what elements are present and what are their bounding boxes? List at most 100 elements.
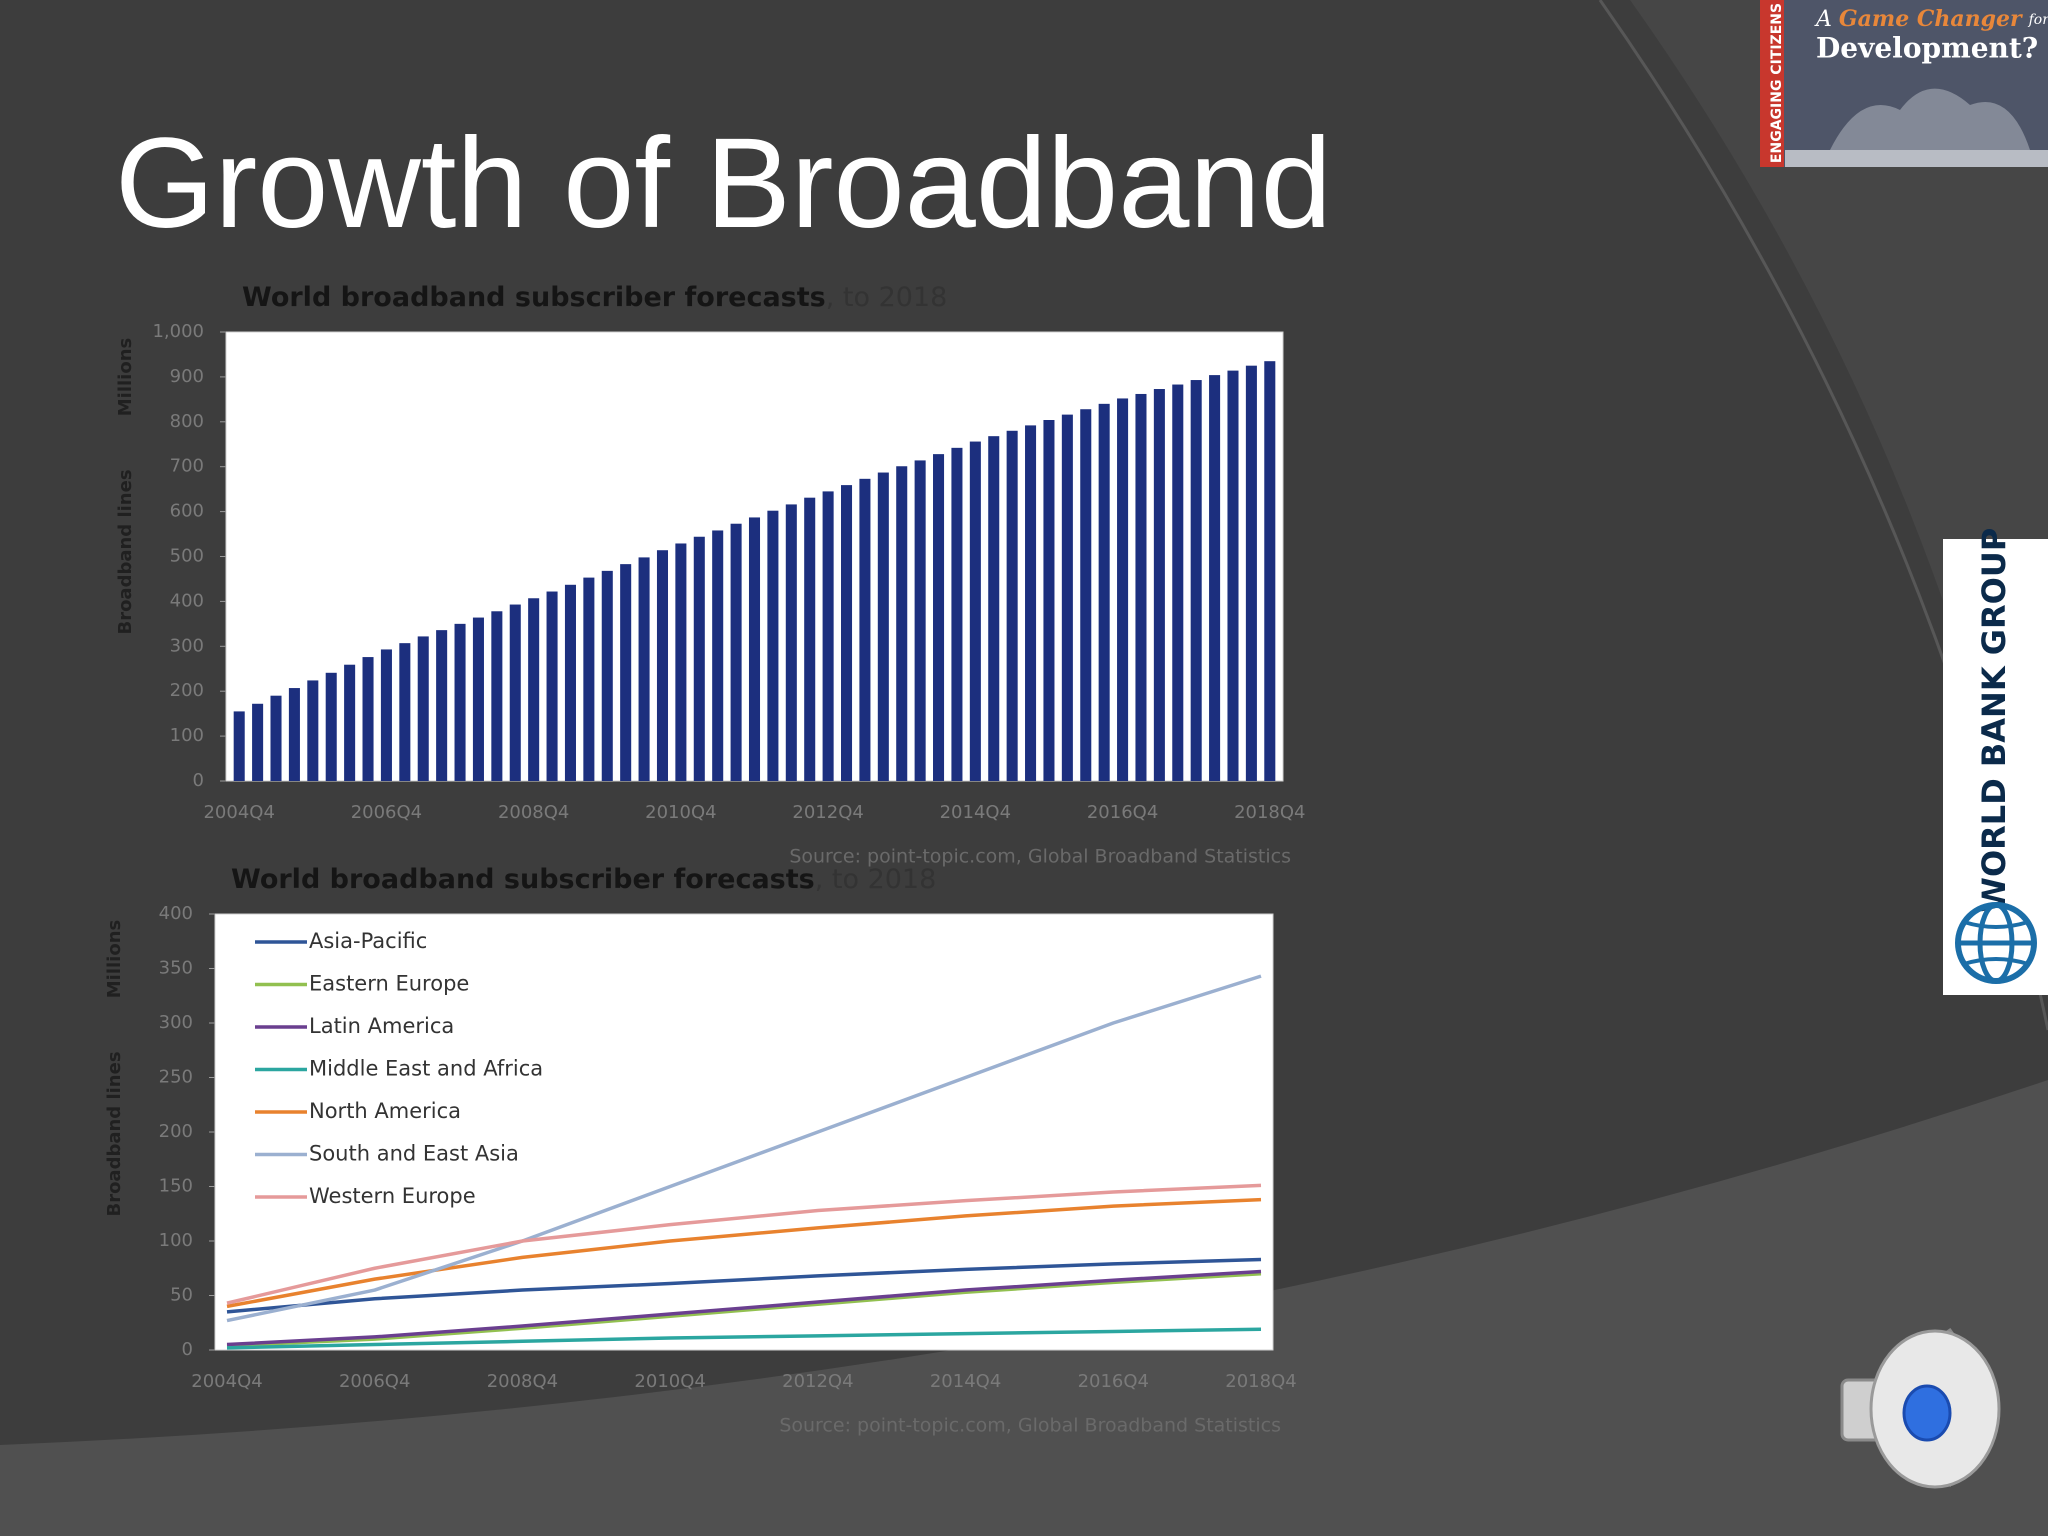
- y-tick-label: 300: [170, 635, 204, 656]
- x-tick-label: 2008Q4: [498, 802, 569, 823]
- x-tick-label: 2012Q4: [782, 1371, 853, 1392]
- x-tick-label: 2016Q4: [1078, 1371, 1149, 1392]
- y-tick-label: 100: [159, 1230, 193, 1251]
- y-tick-label: 0: [193, 770, 204, 791]
- x-tick-label: 2006Q4: [351, 802, 422, 823]
- bar: [785, 504, 797, 781]
- legend-label: Latin America: [309, 1014, 454, 1038]
- y-tick-label: 200: [159, 1121, 193, 1142]
- bar: [454, 623, 466, 781]
- background-arc: [1630, 0, 2048, 1000]
- bar: [399, 643, 411, 781]
- bar: [380, 649, 392, 781]
- logo-development: Development?: [1816, 32, 2038, 65]
- series-line: [226, 1197, 1262, 1309]
- bar: [1061, 414, 1073, 781]
- series-line: [226, 1271, 1262, 1348]
- y-unit-label: Millions: [104, 920, 125, 999]
- legend-label: South and East Asia: [309, 1142, 519, 1166]
- bar: [436, 630, 448, 781]
- y-tick-label: 700: [170, 456, 204, 477]
- y-tick-label: 250: [159, 1067, 193, 1088]
- x-tick-label: 2014Q4: [930, 1371, 1001, 1392]
- source: Source: point-topic.com, Global Broadban…: [789, 846, 1291, 868]
- bar: [748, 517, 761, 781]
- logo-side-text: ENGAGING CITIZENS: [1769, 3, 1785, 163]
- y-tick-label: 200: [170, 680, 204, 701]
- bar: [1264, 361, 1276, 781]
- bar: [656, 550, 669, 781]
- x-tick-label: 2004Q4: [203, 802, 274, 823]
- logo-a: A: [1814, 7, 1832, 32]
- x-tick-label: 2010Q4: [645, 802, 716, 823]
- y-tick-label: 800: [170, 411, 204, 432]
- series-line: [226, 1257, 1262, 1314]
- bar: [767, 510, 779, 781]
- x-tick-label: 2014Q4: [940, 802, 1011, 823]
- bar: [1172, 384, 1184, 781]
- x-tick-label: 2004Q4: [191, 1371, 262, 1392]
- bar: [1117, 398, 1129, 781]
- world-bank-logo: WORLD BANK GROUP: [1943, 528, 2048, 995]
- chart-title-suffix: , to 2018: [826, 282, 948, 313]
- bar: [822, 491, 834, 781]
- charts: World broadband subscriber forecasts, to…: [104, 282, 1306, 1437]
- logo-strip: [1760, 0, 1784, 167]
- bar: [528, 598, 540, 781]
- bar: [896, 466, 908, 781]
- globe-lines: [1963, 920, 2029, 966]
- bar: [730, 523, 742, 781]
- bar: [712, 530, 724, 781]
- bar: [344, 664, 356, 781]
- bar: [840, 485, 853, 781]
- y-tick-label: 400: [159, 903, 193, 924]
- world-bank-bg: [1943, 539, 2048, 995]
- bar: [804, 497, 816, 781]
- bar: [270, 695, 282, 781]
- bar: [509, 604, 521, 781]
- bar: [859, 478, 871, 781]
- speaker-dot: [1902, 1384, 1952, 1442]
- world-bank-text: WORLD BANK GROUP: [1975, 528, 2013, 913]
- bar: [933, 454, 945, 781]
- x-tick-label: 2018Q4: [1234, 802, 1305, 823]
- bar: [307, 680, 319, 781]
- x-tick-label: 2006Q4: [339, 1371, 410, 1392]
- bar: [675, 543, 687, 781]
- legend-label: North America: [309, 1099, 461, 1123]
- bar: [325, 672, 337, 781]
- bar: [491, 611, 503, 781]
- bar: [988, 436, 1000, 781]
- series-line: [226, 1327, 1262, 1350]
- series-line: [226, 974, 1262, 1323]
- logo-line1: A Game Changer for: [1814, 6, 2048, 32]
- logo-ground: [1785, 150, 2048, 167]
- x-tick-label: 2012Q4: [792, 802, 863, 823]
- speaker-icon[interactable]: [1840, 1327, 2001, 1489]
- y-tick-label: 400: [170, 590, 204, 611]
- legend-label: Asia-Pacific: [309, 929, 427, 953]
- y-tick-label: 150: [159, 1176, 193, 1197]
- series-line: [226, 1183, 1262, 1305]
- bar: [1080, 409, 1092, 781]
- bar: [288, 688, 300, 781]
- bar: [1006, 430, 1018, 781]
- bar: [638, 557, 650, 781]
- bar: [362, 657, 374, 781]
- chart-title: World broadband subscriber forecasts, to…: [242, 282, 947, 313]
- bar: [252, 703, 264, 781]
- series-line: [226, 1269, 1262, 1347]
- y-tick-label: 350: [159, 958, 193, 979]
- legend-label: Eastern Europe: [309, 972, 469, 996]
- bar: [1190, 380, 1202, 781]
- y-tick-label: 300: [159, 1012, 193, 1033]
- bar: [951, 447, 963, 781]
- chart-title-suffix: , to 2018: [815, 864, 937, 895]
- chart-title: World broadband subscriber forecasts, to…: [231, 864, 936, 895]
- y-tick-label: 500: [170, 546, 204, 567]
- legend-label: Western Europe: [309, 1184, 476, 1208]
- x-tick-label: 2016Q4: [1087, 802, 1158, 823]
- bar: [233, 711, 245, 781]
